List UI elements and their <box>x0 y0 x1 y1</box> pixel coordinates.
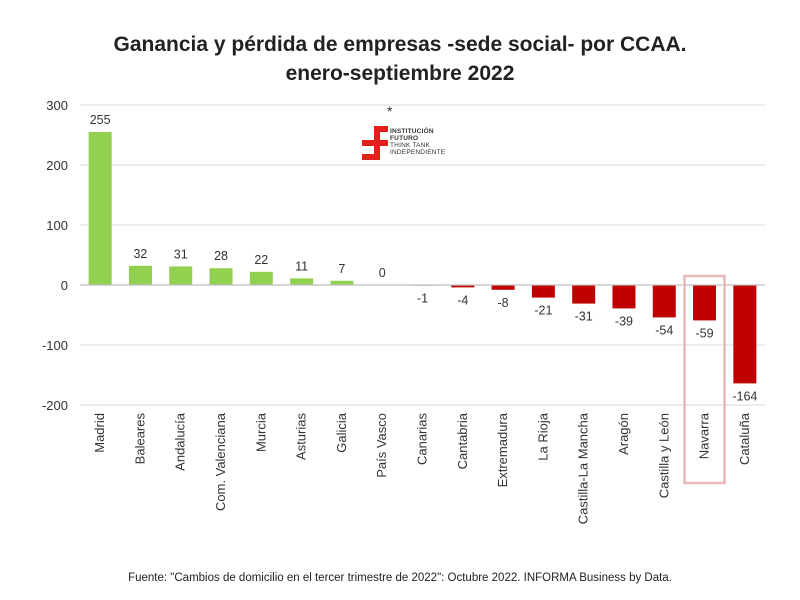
bar <box>652 285 676 318</box>
data-label: -1 <box>417 292 428 306</box>
institucion-futuro-logo: INSTITUCIÓN FUTURO THINK TANK INDEPENDIE… <box>362 126 462 162</box>
data-label: 22 <box>254 253 268 267</box>
data-label: -21 <box>534 304 552 318</box>
bar <box>531 285 555 298</box>
y-tick-label: 100 <box>46 218 68 233</box>
y-tick-label: 300 <box>46 98 68 113</box>
data-label: 11 <box>295 259 308 273</box>
data-label: -39 <box>615 314 633 328</box>
bar <box>169 266 193 285</box>
data-label: -164 <box>732 389 757 403</box>
bar <box>572 285 596 304</box>
y-tick-label: -200 <box>42 398 68 413</box>
y-tick-label: -100 <box>42 338 68 353</box>
data-label: 32 <box>133 247 147 261</box>
category-label: Baleares <box>132 413 147 465</box>
logo-line-4: INDEPENDIENTE <box>390 149 446 156</box>
category-label: Aragón <box>616 413 631 455</box>
category-label: País Vasco <box>374 413 389 478</box>
bar <box>290 278 314 285</box>
category-label: Navarra <box>697 412 712 459</box>
highlight-box <box>683 274 726 485</box>
category-label: Galicia <box>334 412 349 453</box>
data-label: -31 <box>575 310 593 324</box>
chart-title-line2: enero-septiembre 2022 <box>285 62 515 85</box>
asterisk-annotation: * <box>387 103 393 119</box>
data-label: -59 <box>696 326 714 340</box>
logo-line-3: THINK TANK <box>390 142 431 149</box>
category-label: Castilla y León <box>656 413 671 498</box>
data-label: 7 <box>338 262 345 276</box>
category-label: Murcia <box>253 412 268 452</box>
category-label: Andalucía <box>173 412 188 471</box>
category-label: Cataluña <box>737 412 752 465</box>
category-label: Com. Valenciana <box>213 412 228 511</box>
chart-title-line1: Ganancia y pérdida de empresas -sede soc… <box>113 33 687 56</box>
category-label: Asturias <box>294 413 309 460</box>
category-label: Cantabria <box>455 412 470 469</box>
data-label: -4 <box>457 293 468 307</box>
bar <box>128 265 152 285</box>
category-label: Canarias <box>415 413 430 466</box>
category-label: Madrid <box>92 413 107 453</box>
bar <box>491 285 515 290</box>
bar <box>330 280 354 285</box>
bar <box>249 271 273 285</box>
bar <box>733 285 757 384</box>
y-tick-label: 200 <box>46 158 68 173</box>
category-label: Castilla-La Mancha <box>576 412 591 524</box>
source-note: Fuente: "Cambios de domicilio en el terc… <box>128 572 672 584</box>
data-label: -54 <box>655 323 673 337</box>
y-tick-label: 0 <box>61 278 68 293</box>
logo-line-1: INSTITUCIÓN <box>390 128 434 135</box>
bar <box>612 285 636 309</box>
bar <box>88 132 112 285</box>
data-label: -8 <box>498 296 509 310</box>
category-label: La Rioja <box>535 412 550 460</box>
data-label: 255 <box>90 113 111 127</box>
chart-title: Ganancia y pérdida de empresas -sede soc… <box>0 30 800 88</box>
data-label: 31 <box>174 247 188 261</box>
logo-line-2: FUTURO <box>390 135 419 142</box>
data-label: 0 <box>379 266 386 280</box>
logo-mark-icon <box>362 126 388 160</box>
category-label: Extremadura <box>495 412 510 487</box>
bar <box>693 285 717 321</box>
bar <box>451 285 475 288</box>
data-label: 28 <box>214 249 228 263</box>
logo-text: INSTITUCIÓN FUTURO THINK TANK INDEPENDIE… <box>390 128 445 156</box>
bar <box>209 268 233 285</box>
